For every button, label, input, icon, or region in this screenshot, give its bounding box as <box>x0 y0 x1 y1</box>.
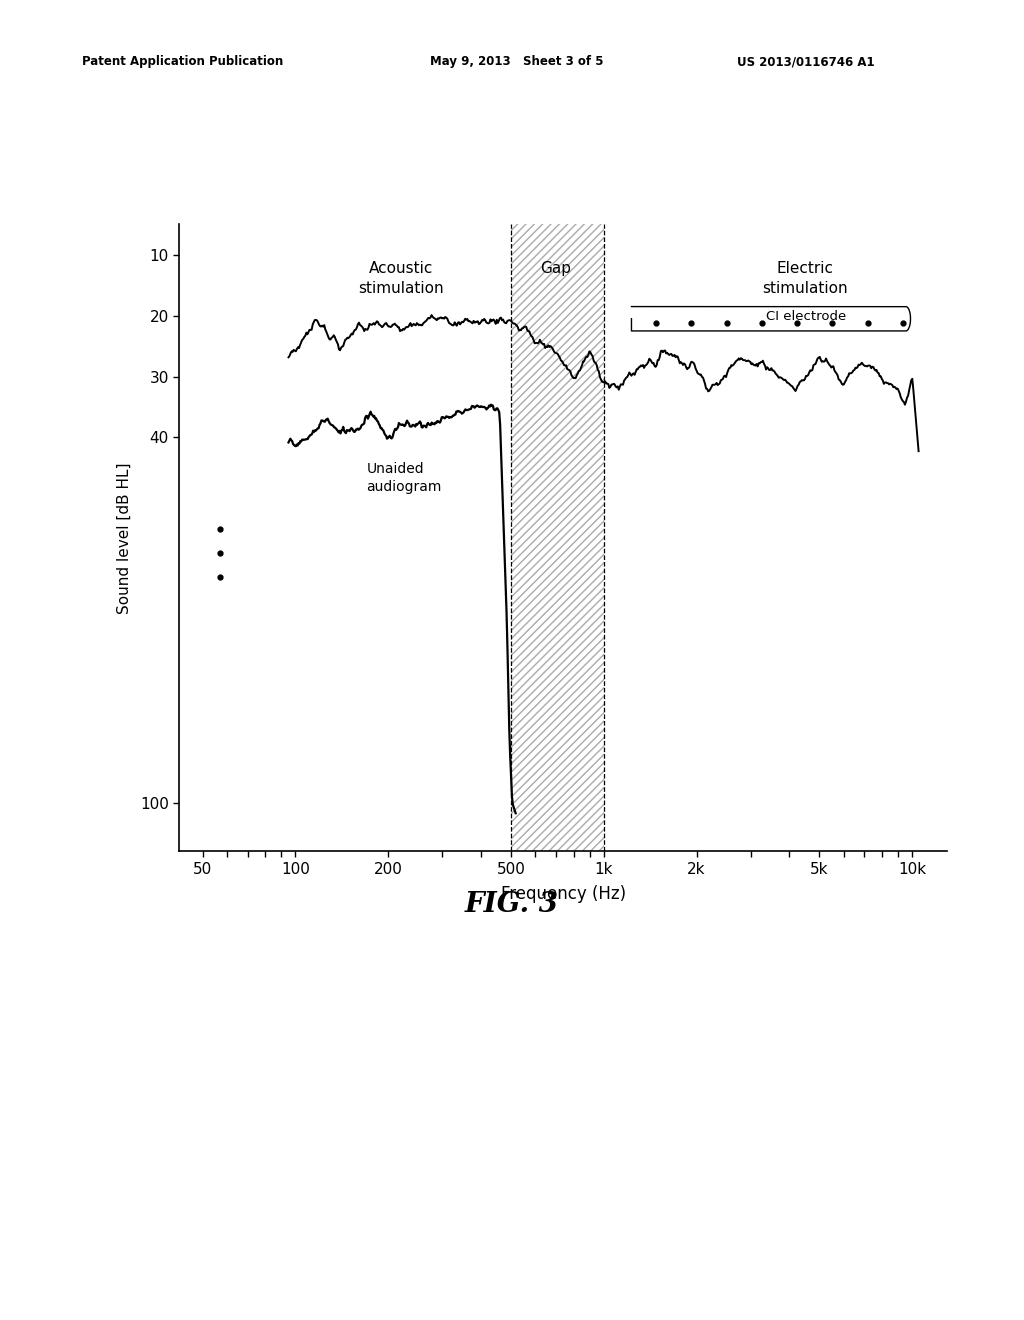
Y-axis label: Sound level [dB HL]: Sound level [dB HL] <box>117 462 131 614</box>
X-axis label: Frequency (Hz): Frequency (Hz) <box>501 886 626 903</box>
Text: Acoustic
stimulation: Acoustic stimulation <box>358 261 443 296</box>
Text: US 2013/0116746 A1: US 2013/0116746 A1 <box>737 55 874 69</box>
Text: CI electrode: CI electrode <box>766 310 846 323</box>
Text: FIG. 3: FIG. 3 <box>465 891 559 917</box>
Text: Patent Application Publication: Patent Application Publication <box>82 55 284 69</box>
Text: Gap: Gap <box>541 261 571 276</box>
Polygon shape <box>632 306 910 331</box>
Text: May 9, 2013   Sheet 3 of 5: May 9, 2013 Sheet 3 of 5 <box>430 55 603 69</box>
Text: Electric
stimulation: Electric stimulation <box>762 261 848 296</box>
Text: Unaided
audiogram: Unaided audiogram <box>367 462 441 494</box>
